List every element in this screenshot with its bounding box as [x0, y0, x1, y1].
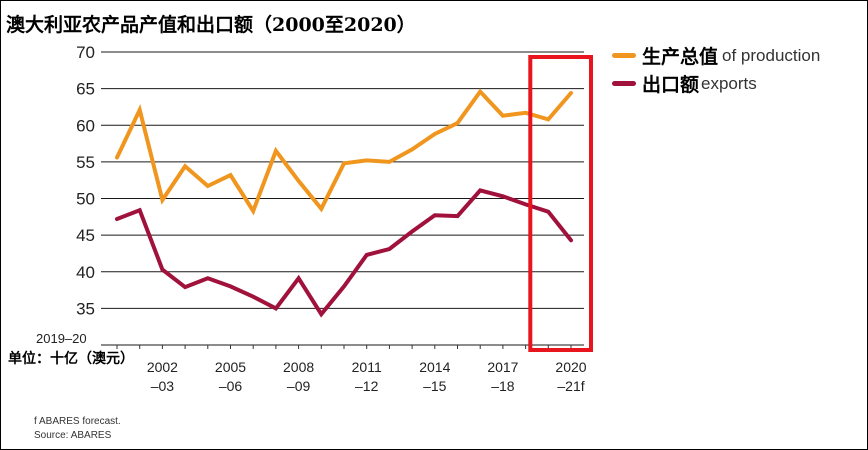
x-tick-label: 2002 [147, 359, 178, 375]
data-point-production [319, 207, 323, 211]
y-tick-label: 70 [76, 43, 95, 62]
data-point-exports [433, 213, 437, 217]
y-tick-label: 60 [76, 116, 95, 135]
x-tick-label: 2017 [487, 359, 518, 375]
data-point-exports [365, 253, 369, 257]
data-point-production [183, 164, 187, 168]
data-point-production [365, 158, 369, 162]
data-point-exports [229, 284, 232, 288]
data-point-exports [160, 268, 164, 272]
x-tick-label: 2014 [419, 359, 450, 375]
data-point-production [274, 149, 278, 153]
footnote-source: Source: ABARES [34, 430, 112, 441]
y-tick-label: 40 [76, 263, 95, 282]
data-point-exports [342, 284, 346, 288]
y-tick-label: 55 [76, 153, 95, 172]
data-point-exports [115, 217, 119, 221]
data-point-production [433, 132, 437, 136]
x-tick-label: 2011 [352, 359, 382, 375]
data-point-exports [206, 276, 210, 280]
data-point-production [410, 147, 414, 151]
data-point-production [342, 161, 346, 165]
data-point-exports [456, 214, 459, 218]
data-point-production [206, 184, 210, 188]
data-point-production [524, 111, 528, 115]
data-point-production [251, 209, 255, 213]
y-axis-year-note: 2019–20 [36, 331, 87, 346]
x-tick-label: 2005 [215, 359, 246, 375]
y-tick-label: 50 [76, 190, 95, 209]
data-point-production [478, 90, 482, 94]
legend-production: 生产总值 of production [612, 42, 820, 69]
x-tick-sublabel: –21f [557, 378, 584, 394]
y-tick-label: 45 [76, 226, 95, 245]
data-point-production [456, 121, 459, 125]
legend-exports-label-cn: 出口额 [642, 74, 700, 96]
series-line-exports [115, 188, 573, 318]
legend-exports-label-en: exports [701, 73, 757, 93]
series-line-production [115, 88, 573, 216]
y-tick-label: 35 [76, 299, 95, 318]
data-point-production [160, 198, 164, 202]
legend-exports-swatch [612, 81, 636, 86]
footnote-forecast: f ABARES forecast. [34, 416, 121, 427]
chart-title: 澳大利亚农产品产值和出口额（2000至2020） [6, 14, 416, 36]
data-point-production [138, 108, 142, 112]
data-point-exports [569, 238, 573, 242]
data-point-exports [546, 210, 550, 214]
data-point-exports [319, 312, 323, 316]
data-point-production [546, 117, 550, 121]
data-point-exports [524, 202, 528, 206]
x-tick-sublabel: –06 [219, 378, 243, 394]
x-tick-label: 2008 [283, 359, 314, 375]
data-point-production [569, 91, 573, 95]
data-point-exports [501, 194, 505, 198]
data-point-production [387, 160, 391, 164]
data-point-exports [478, 188, 482, 192]
legend-exports: 出口额 exports [612, 70, 757, 97]
data-point-production [501, 114, 505, 118]
legend-production-label-cn: 生产总值 [642, 46, 719, 68]
legend-production-label-en: of production [722, 45, 821, 65]
data-point-production [229, 173, 232, 177]
x-tick-sublabel: –09 [287, 378, 311, 394]
unit-label: 单位：十亿（澳元） [8, 351, 134, 367]
x-tick-sublabel: –18 [491, 378, 515, 394]
x-tick-sublabel: –03 [151, 378, 175, 394]
data-point-exports [297, 276, 301, 280]
legend-production-swatch [612, 53, 636, 58]
forecast-highlight-box [528, 55, 593, 352]
data-point-exports [274, 306, 278, 310]
x-tick-sublabel: –12 [355, 378, 379, 394]
y-tick-label: 65 [76, 80, 95, 99]
data-point-exports [183, 285, 187, 289]
data-point-exports [138, 208, 142, 212]
x-tick-label: 2020 [555, 359, 586, 375]
x-tick-sublabel: –15 [423, 378, 447, 394]
data-point-exports [410, 229, 414, 233]
data-point-production [115, 155, 119, 159]
data-point-production [297, 179, 301, 183]
data-point-exports [251, 295, 255, 299]
data-point-exports [387, 247, 391, 251]
